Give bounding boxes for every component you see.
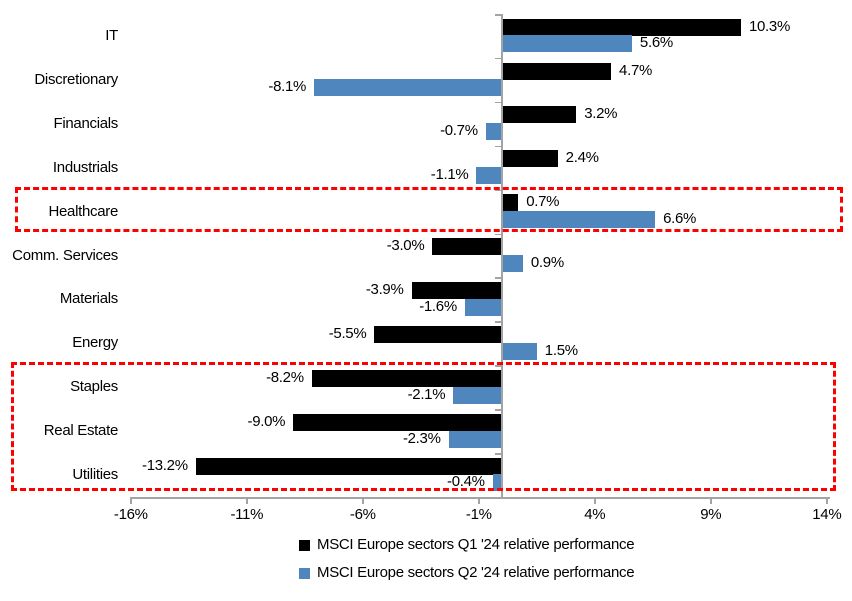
value-label-q2-energy: 1.5% bbox=[544, 341, 578, 359]
y-axis-tick bbox=[495, 277, 502, 279]
chart-legend: MSCI Europe sectors Q1 '24 relative perf… bbox=[299, 536, 635, 581]
value-label-q1-real-estate: -9.0% bbox=[247, 412, 286, 430]
category-label-it: IT bbox=[105, 26, 118, 44]
value-label-q1-healthcare: 0.7% bbox=[526, 193, 560, 211]
x-axis-tick-label-4: 4% bbox=[584, 506, 606, 523]
category-label-discretionary: Discretionary bbox=[34, 70, 118, 88]
bar-q2-industrials bbox=[476, 167, 502, 185]
y-axis-tick bbox=[495, 365, 502, 367]
x-axis-tick-label-11: -11% bbox=[230, 506, 264, 523]
category-label-comm-services: Comm. Services bbox=[12, 246, 118, 264]
bar-q1-materials bbox=[411, 282, 502, 300]
category-label-financials: Financials bbox=[53, 114, 118, 132]
x-axis-tick bbox=[362, 497, 364, 504]
bar-q1-comm-services bbox=[432, 238, 502, 256]
category-label-energy: Energy bbox=[72, 334, 118, 352]
y-axis-tick bbox=[495, 145, 502, 148]
bar-q2-materials bbox=[464, 298, 502, 316]
bar-q2-it bbox=[502, 35, 632, 53]
y-axis-tick bbox=[495, 453, 502, 455]
legend-label-q2: MSCI Europe sectors Q2 '24 relative perf… bbox=[317, 564, 635, 581]
bar-q1-industrials bbox=[502, 150, 558, 168]
y-axis-tick bbox=[495, 233, 502, 236]
value-label-q1-financials: 3.2% bbox=[584, 105, 618, 123]
y-axis-tick bbox=[495, 409, 502, 411]
bar-q1-discretionary bbox=[502, 62, 612, 80]
x-axis-tick bbox=[710, 497, 712, 504]
value-label-q1-industrials: 2.4% bbox=[565, 149, 599, 167]
bar-q2-discretionary bbox=[314, 79, 502, 97]
value-label-q1-it: 10.3% bbox=[748, 17, 790, 35]
bar-q2-energy bbox=[502, 342, 537, 360]
value-label-q2-materials: -1.6% bbox=[419, 297, 457, 315]
legend-item-q2: MSCI Europe sectors Q2 '24 relative perf… bbox=[299, 564, 635, 581]
bar-q2-real-estate bbox=[448, 430, 502, 448]
value-label-q2-it: 5.6% bbox=[639, 34, 673, 52]
category-label-industrials: Industrials bbox=[52, 158, 118, 176]
highlight-box-healthcare bbox=[15, 187, 843, 232]
x-axis-tick bbox=[246, 497, 248, 504]
value-label-q2-comm-services: 0.9% bbox=[530, 253, 564, 271]
legend-label-q1: MSCI Europe sectors Q1 '24 relative perf… bbox=[317, 536, 635, 553]
value-label-q1-comm-services: -3.0% bbox=[386, 237, 425, 255]
legend-swatch-q2-icon bbox=[299, 567, 310, 579]
x-axis-tick-label-6: -6% bbox=[349, 506, 376, 523]
y-axis-tick bbox=[495, 321, 502, 323]
bar-q1-financials bbox=[502, 106, 577, 124]
y-axis-tick bbox=[495, 101, 502, 104]
highlight-box-staples-real-estate-utilities bbox=[11, 362, 836, 491]
bar-q2-healthcare bbox=[502, 211, 656, 229]
bar-q2-comm-services bbox=[502, 254, 523, 272]
bar-q1-real-estate bbox=[293, 413, 502, 431]
x-axis-tick bbox=[594, 497, 596, 504]
y-axis-tick bbox=[495, 14, 502, 16]
value-label-q2-utilities: -0.4% bbox=[447, 473, 485, 491]
y-axis-tick bbox=[495, 57, 502, 60]
x-axis-tick-label-16: -16% bbox=[113, 506, 148, 523]
value-label-q2-healthcare: 6.6% bbox=[663, 210, 697, 228]
bar-q1-staples bbox=[311, 369, 502, 387]
y-axis-tick bbox=[495, 189, 502, 192]
value-label-q1-materials: -3.9% bbox=[365, 281, 404, 299]
bar-q1-utilities bbox=[195, 457, 502, 475]
bar-q2-staples bbox=[453, 386, 502, 404]
value-label-q2-industrials: -1.1% bbox=[430, 166, 469, 184]
legend-item-q1: MSCI Europe sectors Q1 '24 relative perf… bbox=[299, 536, 635, 553]
value-label-q1-staples: -8.2% bbox=[266, 368, 304, 386]
category-label-utilities: Utilities bbox=[72, 466, 118, 484]
bar-q2-utilities bbox=[492, 474, 502, 492]
legend-swatch-q1-icon bbox=[299, 539, 310, 551]
bar-q1-it bbox=[502, 18, 741, 36]
x-axis-tick-label-1: -1% bbox=[465, 506, 492, 523]
category-label-real-estate: Real Estate bbox=[43, 422, 119, 440]
y-axis-zero-line bbox=[501, 14, 503, 497]
x-axis-tick-label-9: 9% bbox=[700, 506, 722, 523]
category-label-materials: Materials bbox=[59, 290, 118, 308]
x-axis-tick-label-14: 14% bbox=[812, 506, 842, 523]
x-axis-tick bbox=[826, 497, 828, 504]
category-label-staples: Staples bbox=[70, 378, 118, 396]
bar-q1-healthcare bbox=[502, 194, 519, 212]
x-axis-tick bbox=[478, 497, 480, 504]
value-label-q1-energy: -5.5% bbox=[328, 324, 367, 342]
value-label-q2-discretionary: -8.1% bbox=[268, 78, 307, 96]
bar-q2-financials bbox=[485, 123, 502, 141]
value-label-q1-discretionary: 4.7% bbox=[619, 61, 653, 79]
x-axis-tick bbox=[130, 497, 132, 504]
value-label-q2-staples: -2.1% bbox=[407, 385, 446, 403]
value-label-q2-real-estate: -2.3% bbox=[402, 429, 441, 447]
bar-q1-energy bbox=[374, 325, 502, 343]
value-label-q2-financials: -0.7% bbox=[440, 122, 478, 140]
value-label-q1-utilities: -13.2% bbox=[142, 456, 188, 474]
category-label-healthcare: Healthcare bbox=[48, 202, 118, 220]
x-axis-line bbox=[130, 497, 830, 499]
